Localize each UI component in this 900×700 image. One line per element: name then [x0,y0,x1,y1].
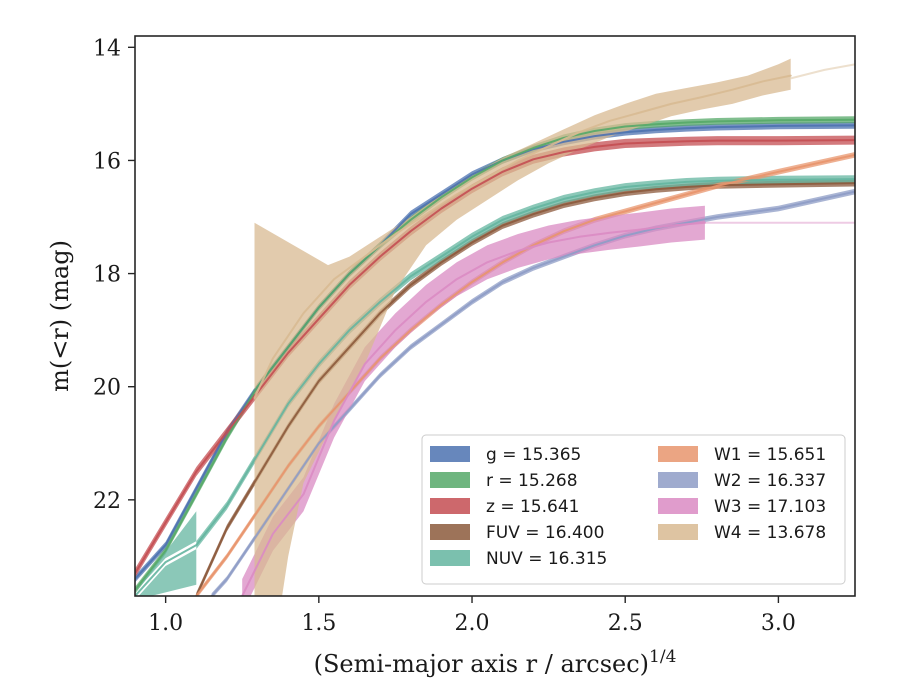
x-axis-ticks: 1.0 1.5 2.0 2.5 3.0 [148,596,796,636]
legend-swatch-w2 [658,472,698,488]
x-tick-label: 2.5 [608,611,643,636]
legend-label-w4: W4 = 13.678 [714,523,826,543]
line-w1 [195,153,855,596]
legend-swatch-w1 [658,446,698,462]
line-g [135,124,855,580]
band-w3 [242,205,705,596]
y-axis-ticks: 14 16 18 20 22 [93,36,135,514]
legend-label-w1: W1 = 15.651 [714,445,826,465]
legend-label-w3: W3 = 17.103 [714,497,826,517]
line-z [135,139,855,575]
y-axis-label: m(<r) (mag) [46,240,74,392]
legend-label-z: z = 15.641 [486,497,579,517]
series-tails [704,63,855,224]
x-tick-label: 1.0 [148,611,183,636]
legend-label-w2: W2 = 16.337 [714,471,826,491]
plot-frame [134,35,856,597]
line-w2 [210,190,855,596]
legend-label-r: r = 15.268 [486,471,578,491]
x-axis-label-exponent: 1/4 [649,647,676,667]
x-tick-label: 1.5 [301,611,336,636]
legend-swatch-z [430,498,470,514]
band-w2 [211,188,855,596]
legend-swatch-w4 [658,524,698,540]
series-lines [135,74,855,596]
y-tick-label: 20 [93,376,121,401]
legend-swatch-fuv [430,524,470,540]
line-nuv [135,178,855,596]
legend-label-fuv: FUV = 16.400 [486,523,604,543]
legend-frame [421,434,846,585]
y-tick-label: 18 [93,263,121,288]
x-axis-label: (Semi-major axis r / arcsec)1/4 [314,647,677,678]
series-bands [135,58,855,596]
legend-swatch-nuv [430,550,470,566]
x-tick-label: 3.0 [761,611,796,636]
y-tick-label: 16 [93,149,121,174]
line-w4 [253,74,792,399]
y-tick-label: 22 [93,489,121,514]
legend: g = 15.365 r = 15.268 z = 15.641 FUV = 16.4… [421,434,846,585]
tail-w4 [790,63,855,80]
legend-swatch-g [430,446,470,462]
band-w4 [254,58,791,596]
y-tick-label: 14 [93,36,121,61]
legend-swatch-r [430,472,470,488]
x-tick-label: 2.0 [455,611,490,636]
line-fuv [195,182,855,596]
legend-label-g: g = 15.365 [486,445,581,465]
legend-label-nuv: NUV = 16.315 [486,549,607,569]
line-w3 [241,221,706,596]
legend-swatch-w3 [658,498,698,514]
